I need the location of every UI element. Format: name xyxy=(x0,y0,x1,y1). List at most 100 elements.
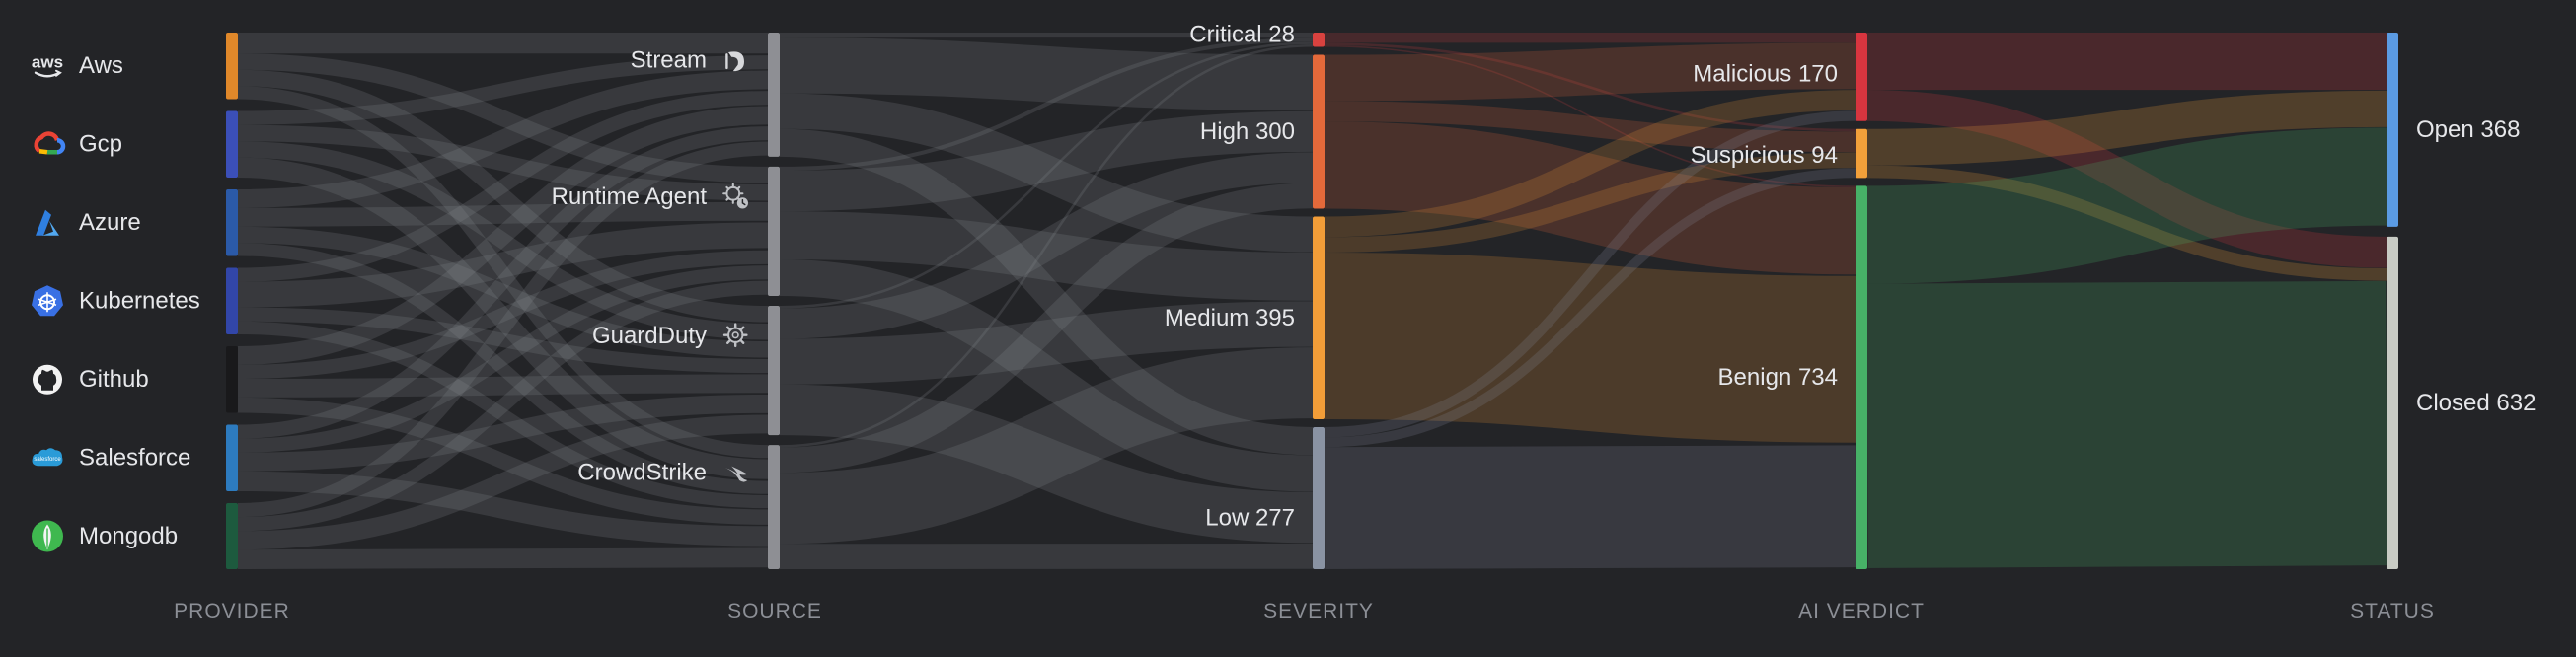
link-gcp-to-runtime[interactable] xyxy=(237,124,769,201)
node-guardduty[interactable] xyxy=(768,306,780,436)
link-gcp-to-guardduty[interactable] xyxy=(237,141,769,340)
link-medium-to-suspicious[interactable] xyxy=(1324,152,1856,253)
link-runtime-to-critical[interactable] xyxy=(779,37,1314,172)
node-stream[interactable] xyxy=(768,33,780,157)
column-label-status: STATUS xyxy=(2350,600,2435,622)
link-kubernetes-to-runtime[interactable] xyxy=(237,222,769,308)
gcp-icon xyxy=(37,134,63,153)
link-stream-to-high[interactable] xyxy=(779,37,1314,111)
node-label-malicious: Malicious 170 xyxy=(1693,61,1838,88)
link-medium-to-malicious[interactable] xyxy=(1324,90,1856,238)
node-runtime[interactable] xyxy=(768,166,780,296)
link-guardduty-to-high[interactable] xyxy=(779,152,1314,339)
github-icon xyxy=(33,364,62,395)
link-malicious-to-closed[interactable] xyxy=(1866,90,2387,268)
link-github-to-stream[interactable] xyxy=(237,106,769,365)
node-label-suspicious: Suspicious 94 xyxy=(1691,142,1838,169)
link-salesforce-to-runtime[interactable] xyxy=(237,265,769,453)
node-label-medium: Medium 395 xyxy=(1165,305,1295,331)
link-suspicious-to-closed[interactable] xyxy=(1866,165,2387,281)
link-aws-to-guardduty[interactable] xyxy=(237,69,769,323)
node-label-guardduty: GuardDuty xyxy=(592,323,707,349)
link-mongodb-to-guardduty[interactable] xyxy=(237,414,769,550)
node-benign[interactable] xyxy=(1856,185,1867,569)
link-low-to-malicious[interactable] xyxy=(1324,110,1856,438)
node-crowdstrike[interactable] xyxy=(768,445,780,569)
node-label-aws: Aws xyxy=(79,52,123,79)
link-stream-to-low[interactable] xyxy=(779,128,1314,456)
node-gcp[interactable] xyxy=(226,110,238,178)
node-label-kubernetes: Kubernetes xyxy=(79,288,200,315)
node-salesforce[interactable] xyxy=(226,424,238,491)
link-github-to-guardduty[interactable] xyxy=(237,374,769,398)
kubernetes-icon xyxy=(31,284,64,318)
link-salesforce-to-stream[interactable] xyxy=(237,126,769,439)
link-mongodb-to-crowdstrike[interactable] xyxy=(237,548,769,569)
link-high-to-malicious[interactable] xyxy=(1324,42,1856,102)
link-guardduty-to-low[interactable] xyxy=(779,384,1314,544)
link-aws-to-crowdstrike[interactable] xyxy=(237,86,769,459)
node-open[interactable] xyxy=(2387,33,2398,227)
link-crowdstrike-to-critical[interactable] xyxy=(779,43,1314,448)
node-closed[interactable] xyxy=(2387,236,2398,569)
node-label-runtime: Runtime Agent xyxy=(552,183,708,210)
link-benign-to-open[interactable] xyxy=(1866,127,2387,284)
link-guardduty-to-critical[interactable] xyxy=(779,41,1314,309)
link-azure-to-crowdstrike[interactable] xyxy=(237,243,769,494)
link-github-to-runtime[interactable] xyxy=(237,250,769,380)
node-label-stream: Stream xyxy=(631,46,707,73)
node-malicious[interactable] xyxy=(1856,33,1867,121)
node-label-low: Low 277 xyxy=(1205,504,1295,531)
node-azure[interactable] xyxy=(226,188,238,256)
link-crowdstrike-to-high[interactable] xyxy=(779,182,1314,474)
link-azure-to-runtime[interactable] xyxy=(237,201,769,227)
link-kubernetes-to-crowdstrike[interactable] xyxy=(237,321,769,509)
link-high-to-benign[interactable] xyxy=(1324,121,1856,275)
link-medium-to-benign[interactable] xyxy=(1324,252,1856,443)
node-medium[interactable] xyxy=(1313,216,1325,419)
link-runtime-to-low[interactable] xyxy=(779,258,1314,492)
node-label-open: Open 368 xyxy=(2416,116,2520,143)
link-salesforce-to-guardduty[interactable] xyxy=(237,394,769,472)
link-low-to-suspicious[interactable] xyxy=(1324,168,1856,448)
link-runtime-to-medium[interactable] xyxy=(779,211,1314,301)
node-low[interactable] xyxy=(1313,426,1325,569)
link-aws-to-runtime[interactable] xyxy=(237,53,769,183)
node-label-closed: Closed 632 xyxy=(2416,390,2536,416)
link-crowdstrike-to-medium[interactable] xyxy=(779,347,1314,545)
column-label-severity: SEVERITY xyxy=(1263,600,1374,622)
link-kubernetes-to-stream[interactable] xyxy=(237,91,769,282)
node-suspicious[interactable] xyxy=(1856,128,1867,179)
node-high[interactable] xyxy=(1313,54,1325,209)
mongodb-icon xyxy=(31,519,64,553)
link-kubernetes-to-guardduty[interactable] xyxy=(237,307,769,374)
link-gcp-to-stream[interactable] xyxy=(237,55,769,125)
link-runtime-to-high[interactable] xyxy=(779,110,1314,212)
node-aws[interactable] xyxy=(226,33,238,100)
link-azure-to-stream[interactable] xyxy=(237,70,769,208)
node-label-critical: Critical 28 xyxy=(1189,22,1295,48)
link-mongodb-to-stream[interactable] xyxy=(237,141,769,518)
link-critical-to-benign[interactable] xyxy=(1324,45,1856,187)
link-critical-to-suspicious[interactable] xyxy=(1324,42,1856,132)
link-gcp-to-crowdstrike[interactable] xyxy=(237,157,769,479)
node-github[interactable] xyxy=(226,345,238,413)
node-critical[interactable] xyxy=(1313,33,1325,47)
link-salesforce-to-crowdstrike[interactable] xyxy=(237,471,769,547)
link-azure-to-guardduty[interactable] xyxy=(237,226,769,358)
link-mongodb-to-runtime[interactable] xyxy=(237,280,769,532)
node-label-github: Github xyxy=(79,366,149,393)
node-kubernetes[interactable] xyxy=(226,267,238,334)
link-suspicious-to-open[interactable] xyxy=(1866,90,2387,166)
node-label-gcp: Gcp xyxy=(79,131,122,158)
node-label-high: High 300 xyxy=(1200,118,1295,145)
link-benign-to-closed[interactable] xyxy=(1866,280,2387,568)
link-stream-to-medium[interactable] xyxy=(779,93,1314,253)
link-high-to-suspicious[interactable] xyxy=(1324,101,1856,153)
node-mongodb[interactable] xyxy=(226,502,238,569)
link-guardduty-to-medium[interactable] xyxy=(779,301,1314,385)
node-label-azure: Azure xyxy=(79,209,141,236)
azure-icon xyxy=(36,209,59,236)
link-github-to-crowdstrike[interactable] xyxy=(237,397,769,525)
link-low-to-benign[interactable] xyxy=(1324,445,1856,569)
